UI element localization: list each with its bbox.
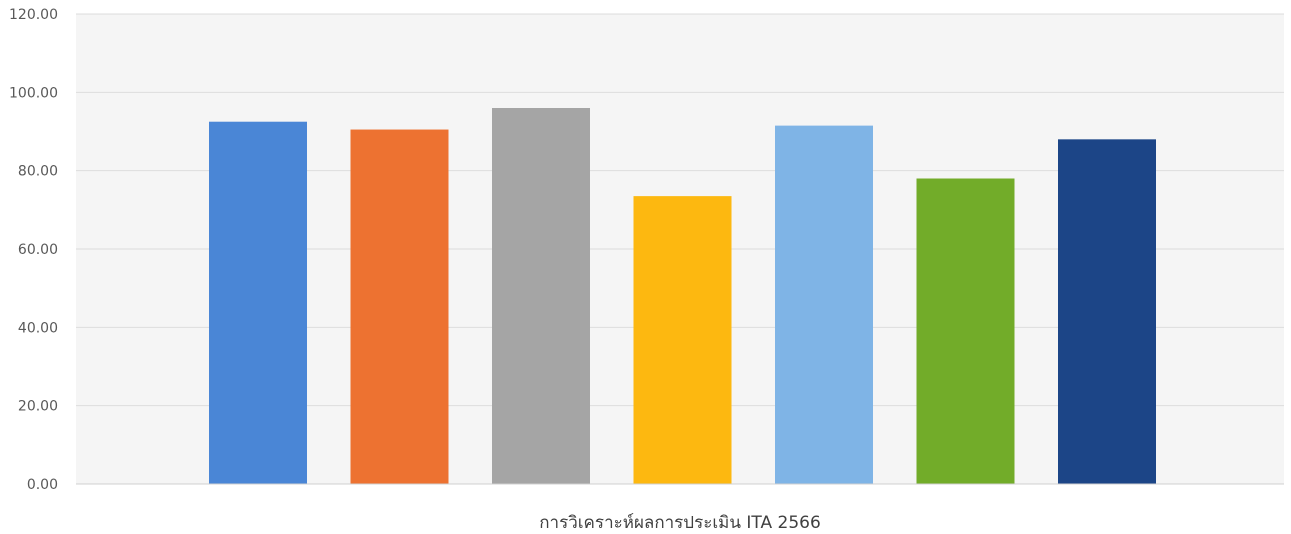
bar-1 <box>209 121 307 484</box>
y-tick-label: 100.00 <box>9 85 58 101</box>
x-axis-label: การวิเคราะห์ผลการประเมิน ITA 2566 <box>539 513 821 533</box>
bar-4 <box>633 196 732 484</box>
y-tick-label: 60.00 <box>18 242 58 258</box>
y-axis-ticks: 0.00 20.00 40.00 60.00 80.00 100.00 120.00 <box>9 7 58 493</box>
bar-7 <box>1058 139 1156 485</box>
bar-3 <box>492 108 590 484</box>
bar-2 <box>350 129 449 484</box>
bars <box>209 108 1156 485</box>
y-tick-label: 0.00 <box>27 477 58 493</box>
y-tick-label: 40.00 <box>18 320 58 336</box>
y-tick-label: 120.00 <box>9 7 58 23</box>
bar-5 <box>775 125 873 484</box>
bar-6 <box>916 178 1015 484</box>
y-tick-label: 80.00 <box>18 164 58 180</box>
y-tick-label: 20.00 <box>18 399 58 415</box>
